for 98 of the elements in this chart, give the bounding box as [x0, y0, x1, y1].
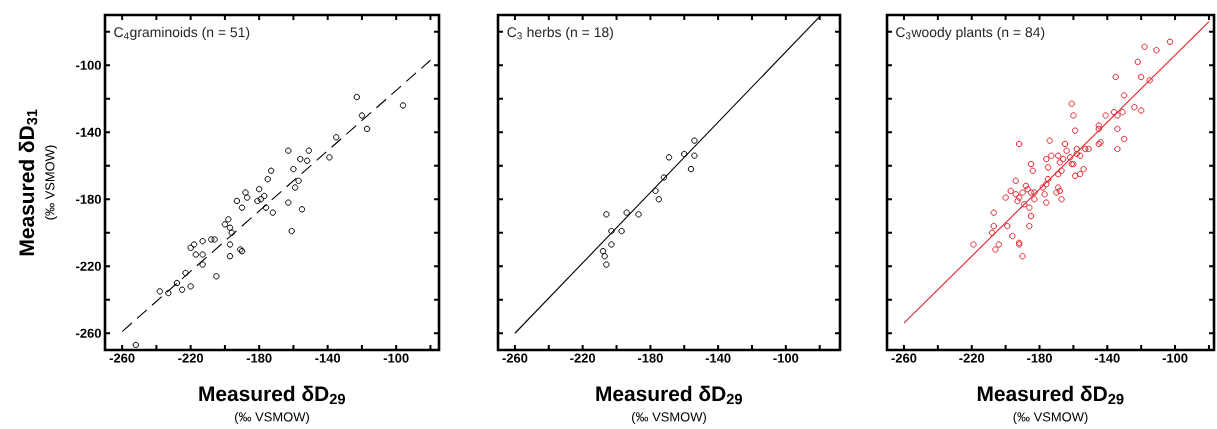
point [261, 192, 268, 200]
point [691, 137, 698, 144]
x-tick-label: -180 [637, 353, 663, 363]
point [187, 283, 194, 290]
point [226, 253, 234, 260]
point [295, 177, 302, 185]
point [363, 125, 371, 133]
point [290, 165, 297, 173]
point [255, 186, 263, 193]
point [353, 93, 360, 101]
point [599, 247, 607, 255]
point [326, 154, 333, 161]
x-axis-title: Measured δD$_{29}$ [596, 385, 742, 405]
point [687, 165, 695, 173]
text: (‰ VSMOW) [44, 145, 58, 220]
point [226, 241, 234, 248]
point [228, 229, 235, 236]
text: C$_{3}$woody plants (n = 84) [896, 26, 1045, 40]
point [601, 253, 608, 260]
point [190, 241, 198, 248]
point [156, 288, 164, 295]
point [257, 196, 265, 203]
x-tick-label: -100 [1162, 353, 1188, 363]
point [399, 102, 407, 109]
y-tick-label: -180 [76, 194, 101, 204]
text: (‰ VSMOW) [632, 411, 706, 425]
point [665, 154, 673, 161]
point [291, 184, 299, 191]
point [681, 150, 688, 158]
point [199, 251, 206, 258]
point [303, 157, 311, 164]
point [199, 261, 206, 268]
x-tick-label: -100 [383, 353, 409, 363]
point [132, 341, 140, 349]
point [298, 206, 306, 213]
point [660, 174, 668, 181]
point [213, 273, 220, 280]
text: C$_{3}$ herbs (n = 18) [507, 26, 613, 40]
x-tick-label: -140 [705, 353, 731, 363]
point [254, 197, 261, 205]
y-axis-title: Measured δD$_{31}$ [18, 109, 38, 256]
point [608, 227, 615, 235]
point [187, 244, 194, 252]
point [608, 241, 615, 248]
point [623, 209, 630, 216]
x-tick-label: -260 [502, 353, 528, 363]
point [208, 236, 215, 243]
point [603, 261, 610, 268]
x-tick-label: -260 [109, 353, 135, 363]
x-tick-label: -260 [891, 353, 917, 363]
point [262, 204, 270, 211]
y-tick-label: -220 [76, 261, 101, 271]
x-tick-label: -100 [773, 353, 799, 363]
point [182, 269, 189, 277]
x-tick-label: -140 [315, 353, 341, 363]
point [288, 227, 295, 235]
point [233, 197, 241, 205]
x-tick-label: -180 [246, 353, 272, 363]
x-axis-title: Measured δD$_{29}$ [199, 385, 345, 405]
point [226, 224, 234, 231]
y-tick-label: -100 [76, 60, 101, 70]
point [238, 204, 246, 211]
x-tick-label: -220 [178, 353, 204, 363]
x-axis-title: Measured δD$_{29}$ [977, 385, 1124, 405]
point [221, 221, 229, 228]
point [211, 236, 218, 243]
point [358, 112, 366, 119]
point [165, 289, 172, 297]
point [178, 286, 186, 293]
point [173, 279, 181, 287]
x-tick-label: -140 [1094, 353, 1120, 363]
text: C$_{4}$graminoids (n = 51) [114, 26, 250, 40]
y-tick-label: -260 [76, 328, 101, 338]
point [192, 251, 199, 258]
point [305, 147, 313, 154]
point [199, 237, 206, 245]
point [618, 227, 625, 235]
text: (‰ VSMOW) [235, 411, 309, 425]
x-tick-label: -220 [959, 353, 985, 363]
point [297, 155, 304, 163]
point [652, 187, 659, 195]
point [269, 209, 277, 216]
y-tick-label: -140 [76, 127, 101, 137]
point [285, 147, 292, 154]
point [264, 175, 271, 183]
point [691, 152, 698, 159]
point [655, 196, 663, 203]
point [267, 167, 275, 174]
point [635, 211, 642, 218]
point [243, 194, 251, 201]
point [242, 189, 249, 196]
text: (‰ VSMOW) [1013, 411, 1088, 425]
x-tick-label: -220 [570, 353, 596, 363]
point [333, 134, 340, 141]
point [603, 211, 610, 218]
x-tick-label: -180 [1027, 353, 1052, 363]
point [225, 216, 232, 223]
point [285, 199, 292, 206]
